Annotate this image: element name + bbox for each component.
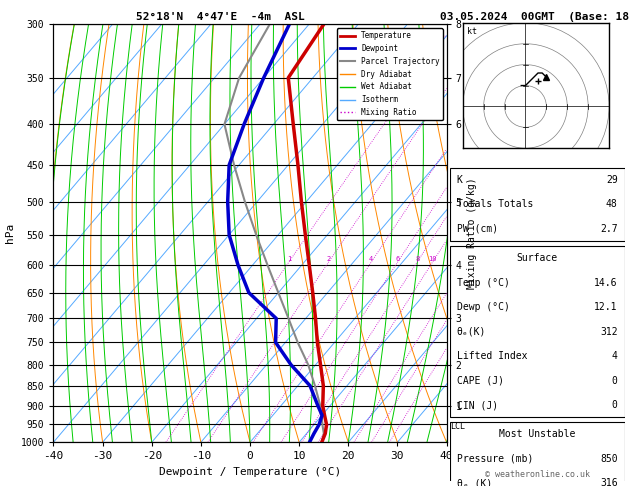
Text: Lifted Index: Lifted Index [457,351,527,361]
Text: 4: 4 [612,351,618,361]
Text: θₑ(K): θₑ(K) [457,327,486,337]
Text: 12.1: 12.1 [594,302,618,312]
Text: PW (cm): PW (cm) [457,224,498,234]
Text: θₑ (K): θₑ (K) [457,479,492,486]
Bar [450,168,625,241]
Text: 14.6: 14.6 [594,278,618,288]
Text: 850: 850 [600,454,618,464]
Text: 48: 48 [606,199,618,209]
Legend: Temperature, Dewpoint, Parcel Trajectory, Dry Adiabat, Wet Adiabat, Isotherm, Mi: Temperature, Dewpoint, Parcel Trajectory… [337,28,443,120]
Text: 03.05.2024  00GMT  (Base: 18): 03.05.2024 00GMT (Base: 18) [440,12,629,22]
Text: Most Unstable: Most Unstable [499,430,576,439]
Text: 4: 4 [369,256,374,262]
Y-axis label: hPa: hPa [6,223,15,243]
Text: Surface: Surface [516,253,558,263]
Text: Pressure (mb): Pressure (mb) [457,454,533,464]
Text: CAPE (J): CAPE (J) [457,376,504,386]
Text: 2: 2 [326,256,331,262]
Text: © weatheronline.co.uk: © weatheronline.co.uk [485,470,589,479]
Y-axis label: Mixing Ratio (g/kg): Mixing Ratio (g/kg) [467,177,477,289]
Bar [450,246,625,417]
Text: Totals Totals: Totals Totals [457,199,533,209]
Text: Dewp (°C): Dewp (°C) [457,302,509,312]
Text: 52°18'N  4°47'E  -4m  ASL: 52°18'N 4°47'E -4m ASL [136,12,304,22]
Text: CIN (J): CIN (J) [457,400,498,410]
Text: 312: 312 [600,327,618,337]
Text: 316: 316 [600,479,618,486]
Text: Temp (°C): Temp (°C) [457,278,509,288]
Text: 6: 6 [396,256,400,262]
Bar [450,422,625,486]
Text: 0: 0 [612,376,618,386]
Text: LCL: LCL [450,422,465,431]
Text: 8: 8 [415,256,420,262]
Text: 0: 0 [612,400,618,410]
Text: kt: kt [467,27,477,35]
Text: 1: 1 [287,256,291,262]
Text: 29: 29 [606,175,618,185]
X-axis label: Dewpoint / Temperature (°C): Dewpoint / Temperature (°C) [159,467,341,477]
Text: 2.7: 2.7 [600,224,618,234]
Text: 10: 10 [428,256,437,262]
Text: K: K [457,175,462,185]
